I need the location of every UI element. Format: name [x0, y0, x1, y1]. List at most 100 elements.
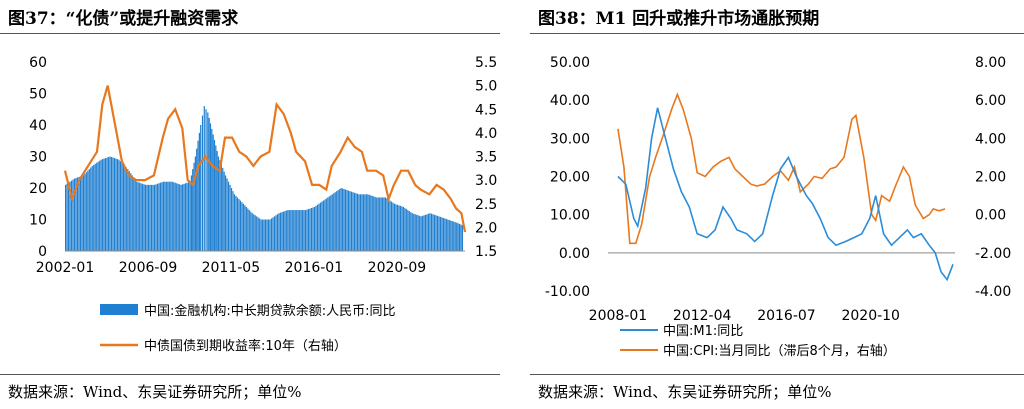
loan-growth-bar [272, 217, 274, 251]
chart-title: 图38：M1 回升或推升市场通胀预期 [538, 9, 820, 29]
loan-growth-bar [321, 201, 323, 251]
x-tick-label: 2016-07 [757, 308, 816, 324]
loan-growth-bar [458, 223, 461, 251]
loan-growth-bar [390, 201, 393, 251]
loan-growth-bar [192, 169, 194, 251]
loan-growth-bar [176, 183, 178, 251]
loan-growth-bar [385, 197, 387, 251]
right-y-axis: -4.00 -2.00 0.00 2.00 4.00 6.00 8.00 [975, 55, 1011, 300]
loan-growth-bar [260, 219, 262, 251]
loan-growth-bar [361, 194, 363, 251]
loan-growth-bar [285, 210, 287, 251]
loan-growth-bar [265, 219, 267, 251]
loan-growth-bar [352, 192, 354, 251]
loan-growth-bar [76, 177, 79, 251]
left-chart-panel: 图37：“化债”或提升融资需求 0 10 20 30 40 50 60 1.5 2.0 2.5 3… [0, 0, 500, 409]
loan-growth-bar [121, 162, 123, 251]
loan-growth-bar [365, 194, 367, 251]
loan-growth-bar [319, 202, 322, 251]
loan-growth-bar [205, 109, 207, 251]
loan-growth-bar [407, 210, 409, 251]
loan-growth-bar [96, 162, 98, 251]
y-tick-label: 10.00 [550, 208, 590, 224]
loan-growth-bar [410, 212, 412, 251]
y2-tick-label: 4.0 [475, 126, 497, 142]
loan-growth-bar [370, 195, 372, 251]
chart-title: 图37：“化债”或提升融资需求 [8, 9, 239, 29]
loan-growth-bar [401, 206, 403, 252]
loan-growth-bar [436, 215, 439, 251]
loan-growth-bar [336, 191, 338, 251]
loan-growth-bar [84, 173, 86, 251]
loan-growth-bar [225, 175, 227, 251]
loan-growth-bar [223, 171, 225, 251]
y-tick-label: 60 [29, 55, 47, 71]
loan-growth-bar [200, 125, 202, 251]
source-note: 数据来源：Wind、东吴证券研究所；单位% [8, 383, 302, 401]
loan-growth-bar [211, 128, 213, 251]
loan-growth-bar [396, 204, 399, 251]
right-chart-svg: -10.00 0.00 10.00 20.00 30.00 40.00 50.00 -4.0… [545, 55, 1011, 359]
loan-growth-bar [282, 211, 284, 252]
loan-growth-bar [426, 214, 428, 251]
loan-growth-bar [88, 169, 90, 251]
loan-growth-bar [213, 139, 216, 251]
loan-growth-bar [125, 167, 127, 251]
loan-growth-bar [222, 167, 224, 251]
loan-growth-bar [112, 157, 114, 251]
loan-growth-bar [284, 211, 286, 251]
loan-growth-bar [164, 181, 166, 251]
loan-growth-bar [106, 157, 108, 251]
loan-growth-bar [215, 145, 217, 251]
loan-growth-bar [447, 219, 449, 251]
loan-growth-bar [140, 183, 142, 251]
loan-growth-bar [103, 158, 105, 251]
legend-bar-swatch [100, 304, 138, 315]
loan-growth-bar [170, 181, 172, 251]
loan-growth-bar [448, 220, 450, 251]
loan-growth-bar [262, 219, 264, 251]
loan-growth-bar [236, 197, 239, 251]
loan-growth-bar [359, 194, 362, 251]
y2-tick-label: 2.00 [975, 170, 1006, 186]
x-tick-label: 2006-09 [119, 260, 178, 276]
loan-growth-bar [380, 197, 382, 251]
m1-line [617, 107, 954, 282]
loan-growth-bar [327, 197, 329, 251]
loan-growth-bar [349, 191, 351, 251]
loan-growth-bar [316, 204, 319, 251]
loan-growth-bar [386, 198, 388, 251]
loan-growth-bar [241, 202, 243, 251]
x-tick-label: 2020-10 [841, 308, 900, 324]
loan-growth-bar [290, 210, 292, 251]
y2-tick-label: 8.00 [975, 55, 1006, 71]
loan-growth-bar [219, 160, 221, 251]
loan-growth-bar [201, 115, 204, 251]
loan-growth-bar [247, 208, 249, 251]
loan-growth-bar [227, 181, 230, 251]
y2-tick-label: 4.5 [475, 102, 497, 118]
loan-growth-bar [93, 164, 95, 251]
loan-growth-bar [395, 204, 397, 251]
loan-growth-bar [235, 195, 237, 252]
loan-growth-bar [146, 184, 148, 251]
loan-growth-bar [248, 210, 250, 251]
loan-growth-bar [392, 202, 394, 251]
loan-growth-bar [251, 213, 253, 251]
legend-cpi-label: 中国:CPI:当月同比（滞后8个月，右轴） [663, 344, 896, 359]
y-tick-label: 50 [29, 87, 47, 103]
loan-growth-bar [296, 210, 298, 251]
legend-bar-label: 中国:金融机构:中长期贷款余额:人民币:同比 [144, 303, 396, 319]
loan-growth-bar [275, 215, 277, 251]
loan-growth-bar [313, 206, 316, 251]
loan-growth-bar [461, 225, 463, 251]
loan-growth-bar [306, 209, 308, 251]
y-tick-label: 20 [29, 181, 47, 197]
loan-growth-bar [382, 197, 384, 251]
loan-growth-bar-series [65, 106, 463, 252]
loan-growth-bar [399, 205, 402, 251]
y-tick-label: -10.00 [545, 284, 590, 300]
loan-growth-bar [340, 188, 342, 251]
loan-growth-bar [179, 184, 181, 251]
loan-growth-bar [220, 164, 222, 251]
